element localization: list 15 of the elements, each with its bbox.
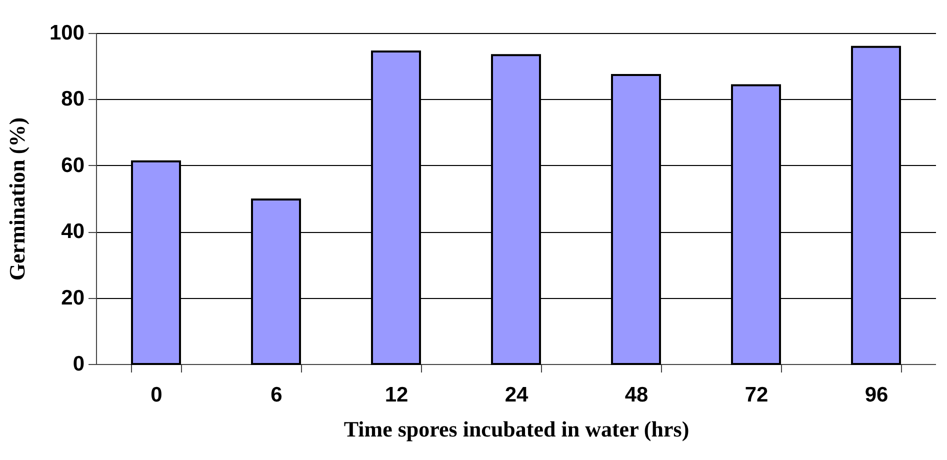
- y-tick-label: 0: [72, 352, 84, 376]
- x-tick-label: 0: [150, 384, 162, 406]
- y-tick-label: 20: [61, 286, 84, 310]
- y-axis-title: Germination (%): [4, 117, 30, 281]
- x-tick-label: 96: [864, 384, 888, 406]
- y-tick-label: 60: [61, 154, 84, 177]
- x-axis-title: Time spores incubated in water (hrs): [344, 416, 690, 442]
- y-tick-label: 100: [49, 22, 84, 44]
- x-tick-label: 48: [624, 384, 648, 406]
- x-tick-label: 24: [504, 384, 528, 406]
- x-tick-label: 12: [384, 384, 408, 406]
- x-tick-label: 6: [270, 384, 282, 406]
- y-tick-label: 40: [61, 220, 84, 244]
- x-tick-label: 72: [744, 384, 768, 406]
- y-tick-label: 80: [61, 88, 84, 111]
